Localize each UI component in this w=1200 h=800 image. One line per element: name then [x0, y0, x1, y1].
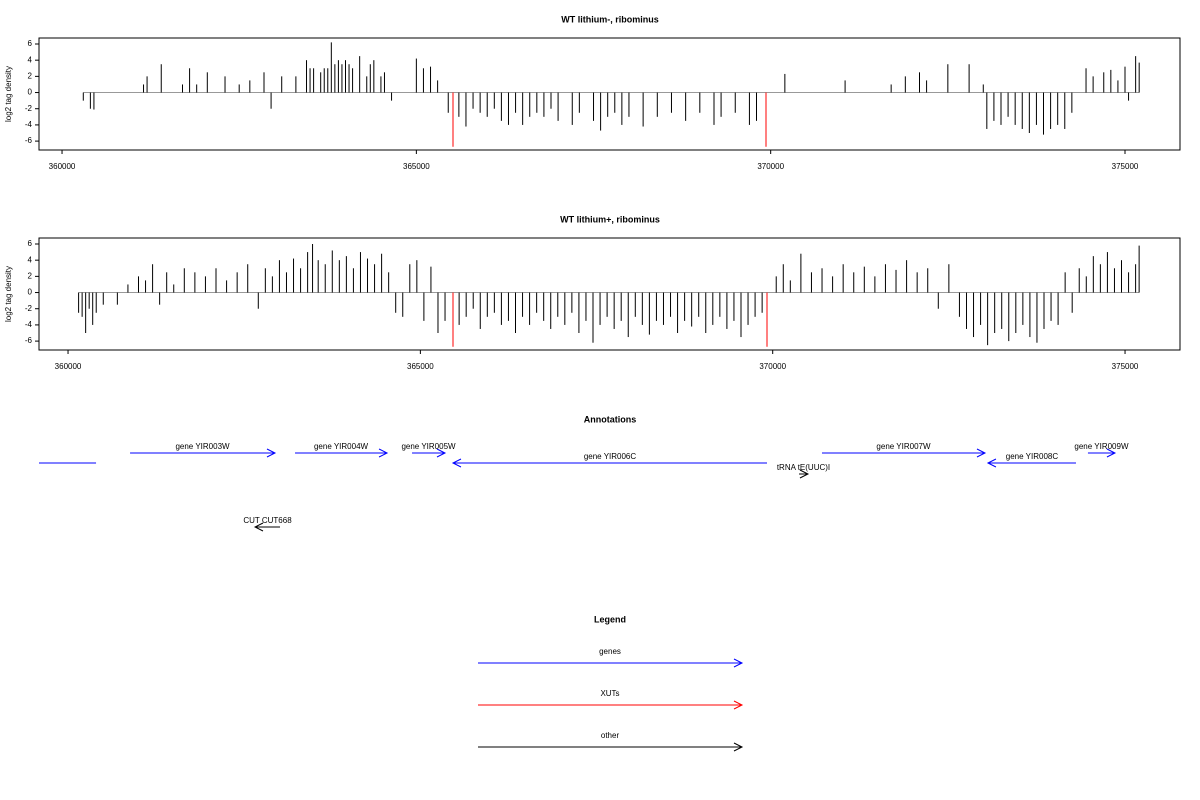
feature-label: gene YIR004W [314, 442, 369, 451]
legend-arrow [478, 742, 744, 752]
y-tick-label: 0 [28, 88, 33, 97]
y-tick-label: 2 [28, 271, 33, 280]
feature-arrow [451, 458, 767, 468]
feature-label: gene YIR005W [401, 442, 456, 451]
chart-title: WT lithium-, ribominus [561, 14, 659, 24]
feature-arrow [253, 522, 281, 532]
x-tick-label: 365000 [403, 162, 430, 171]
feature-label: gene YIR006C [584, 452, 637, 461]
y-tick-label: 6 [28, 39, 33, 48]
y-tick-label: -4 [25, 320, 33, 329]
y-tick-label: -6 [25, 336, 33, 345]
plot-frame [38, 237, 1181, 351]
feature-arrow [295, 448, 389, 458]
feature-arrow [130, 448, 277, 458]
legend-arrow [478, 658, 744, 668]
x-tick-label: 360000 [49, 162, 76, 171]
legend-arrow [478, 700, 744, 710]
legend-label: XUTs [600, 689, 619, 698]
chart-title: WT lithium+, ribominus [560, 214, 660, 224]
legend-label: genes [599, 647, 621, 656]
y-tick-label: 4 [28, 255, 33, 264]
feature-arrow [799, 469, 810, 479]
y-tick-label: 4 [28, 55, 33, 64]
feature-arrow [821, 448, 987, 458]
y-tick-label: 6 [28, 239, 33, 248]
feature-label: gene YIR003W [175, 442, 230, 451]
feature-arrow [1087, 448, 1117, 458]
legend-label: other [601, 731, 620, 740]
plot-frame [38, 37, 1181, 151]
annotations-title: Annotations [584, 414, 637, 424]
feature-label: gene YIR008C [1006, 452, 1059, 461]
x-tick-label: 360000 [55, 362, 82, 371]
feature-arrow [412, 448, 447, 458]
feature-label: CUT CUT668 [243, 516, 292, 525]
feature-label: tRNA tE(UUC)I [777, 463, 830, 472]
feature-label: gene YIR007W [876, 442, 931, 451]
feature-arrow [986, 458, 1076, 468]
y-axis-label: log2 tag density [4, 66, 13, 122]
feature-label: gene YIR009W [1074, 442, 1129, 451]
y-tick-label: -2 [25, 304, 33, 313]
legend-title: Legend [594, 614, 626, 624]
y-tick-label: 0 [28, 288, 33, 297]
y-axis-label: log2 tag density [4, 266, 13, 322]
x-tick-label: 375000 [1112, 162, 1139, 171]
x-tick-label: 370000 [757, 162, 784, 171]
y-tick-label: -6 [25, 136, 33, 145]
x-tick-label: 375000 [1112, 362, 1139, 371]
y-tick-label: -2 [25, 104, 33, 113]
x-tick-label: 365000 [407, 362, 434, 371]
y-tick-label: -4 [25, 120, 33, 129]
x-tick-label: 370000 [759, 362, 786, 371]
y-tick-label: 2 [28, 71, 33, 80]
